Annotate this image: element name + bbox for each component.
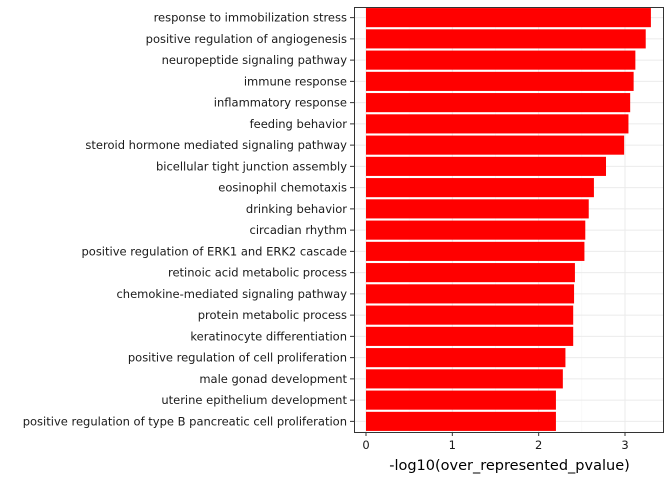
grid-lines	[354, 7, 663, 432]
category-label: feeding behavior	[250, 117, 348, 131]
category-label: positive regulation of angiogenesis	[146, 32, 347, 46]
bar	[366, 369, 563, 389]
category-label: bicellular tight junction assembly	[156, 159, 347, 173]
bar	[366, 93, 631, 113]
bar	[366, 71, 634, 91]
category-label: keratinocyte differentiation	[190, 329, 347, 343]
category-label: chemokine-mediated signaling pathway	[116, 287, 347, 301]
category-label: steroid hormone mediated signaling pathw…	[85, 138, 347, 152]
bar	[366, 8, 651, 28]
bars	[366, 8, 651, 431]
bar	[366, 178, 594, 198]
category-label: positive regulation of ERK1 and ERK2 cas…	[81, 244, 347, 258]
bar	[366, 348, 566, 368]
category-label: neuropeptide signaling pathway	[162, 53, 348, 67]
y-axis: response to immobilization stress positiv…	[23, 11, 354, 428]
bar	[366, 156, 607, 176]
bar	[366, 135, 625, 155]
x-tick-label: 1	[449, 438, 456, 452]
category-label: positive regulation of type B pancreatic…	[23, 414, 347, 428]
bar	[366, 263, 575, 283]
x-axis: 0 1 2 3	[362, 432, 629, 452]
category-label: circadian rhythm	[250, 223, 347, 237]
category-label: eosinophil chemotaxis	[218, 181, 347, 195]
category-label: drinking behavior	[246, 202, 347, 216]
x-tick-label: 0	[362, 438, 369, 452]
category-label: immune response	[244, 74, 347, 88]
category-label: positive regulation of cell proliferatio…	[128, 351, 347, 365]
bar	[366, 241, 585, 261]
category-label: uterine epithelium development	[161, 393, 347, 407]
bar	[366, 50, 636, 70]
category-label: retinoic acid metabolic process	[168, 266, 347, 280]
category-label: response to immobilization stress	[154, 11, 347, 25]
bar	[366, 390, 556, 410]
category-label: protein metabolic process	[198, 308, 347, 322]
bar	[366, 284, 575, 304]
bar	[366, 305, 574, 325]
bar	[366, 29, 646, 49]
bar	[366, 114, 629, 134]
plot-panel-border	[354, 7, 664, 433]
x-tick-label: 2	[535, 438, 542, 452]
category-label: inflammatory response	[214, 96, 347, 110]
bar	[366, 199, 589, 219]
bar	[366, 411, 556, 431]
category-label: male gonad development	[199, 372, 347, 386]
bar	[366, 220, 586, 240]
bar	[366, 326, 574, 346]
x-tick-label: 3	[621, 438, 628, 452]
x-axis-title: -log10(over_represented_pvalue)	[389, 458, 630, 474]
